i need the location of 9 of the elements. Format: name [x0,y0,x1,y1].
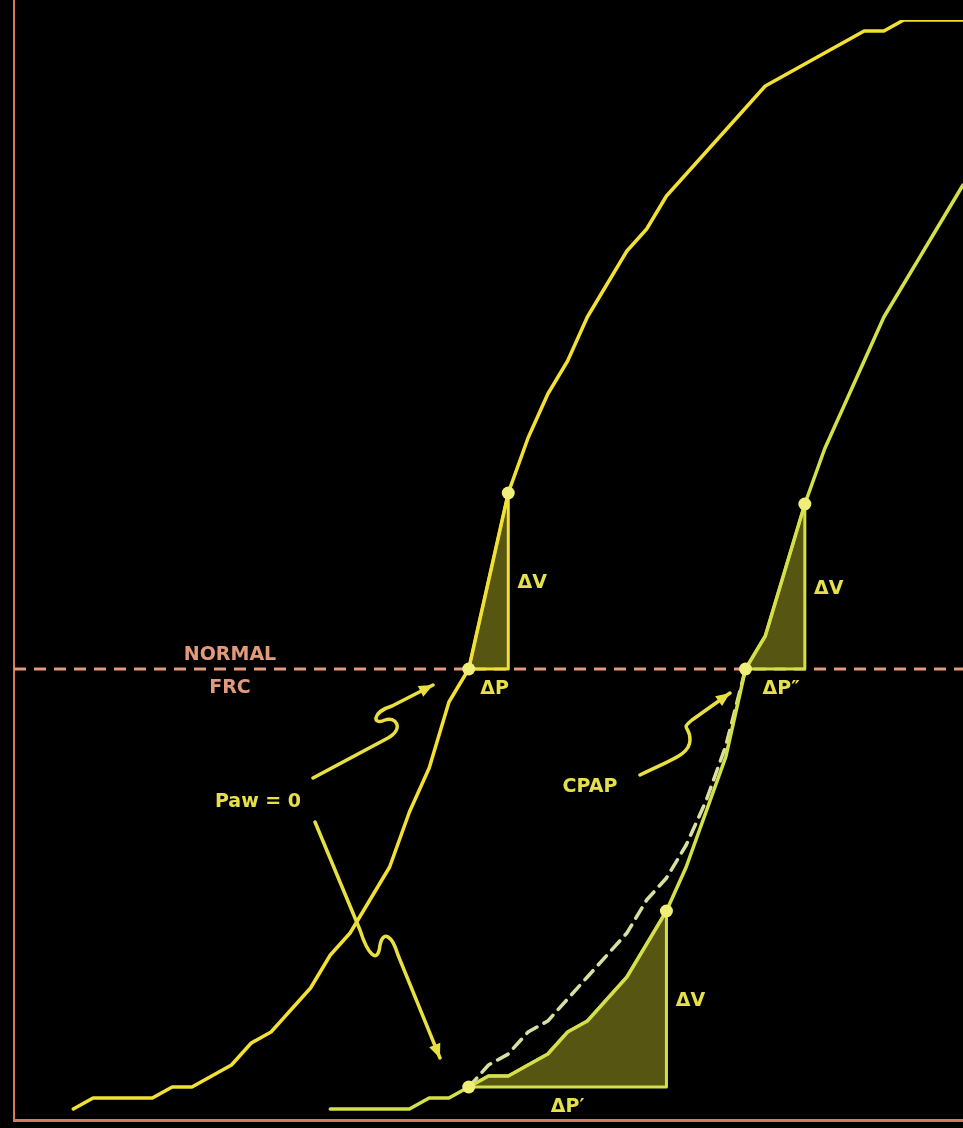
annotation: ΔV [675,988,706,1010]
annotation: ΔP [480,676,509,698]
annotation: ΔP′ [550,1094,585,1116]
annotation: CPAP [562,774,618,796]
annotation: ΔP″ [762,676,800,698]
ref-line-label: NORMAL FRC [183,642,277,698]
annotation: ΔV [517,570,547,592]
annotation: Paw = 0 [214,789,302,811]
annotation: ΔV [814,575,844,598]
